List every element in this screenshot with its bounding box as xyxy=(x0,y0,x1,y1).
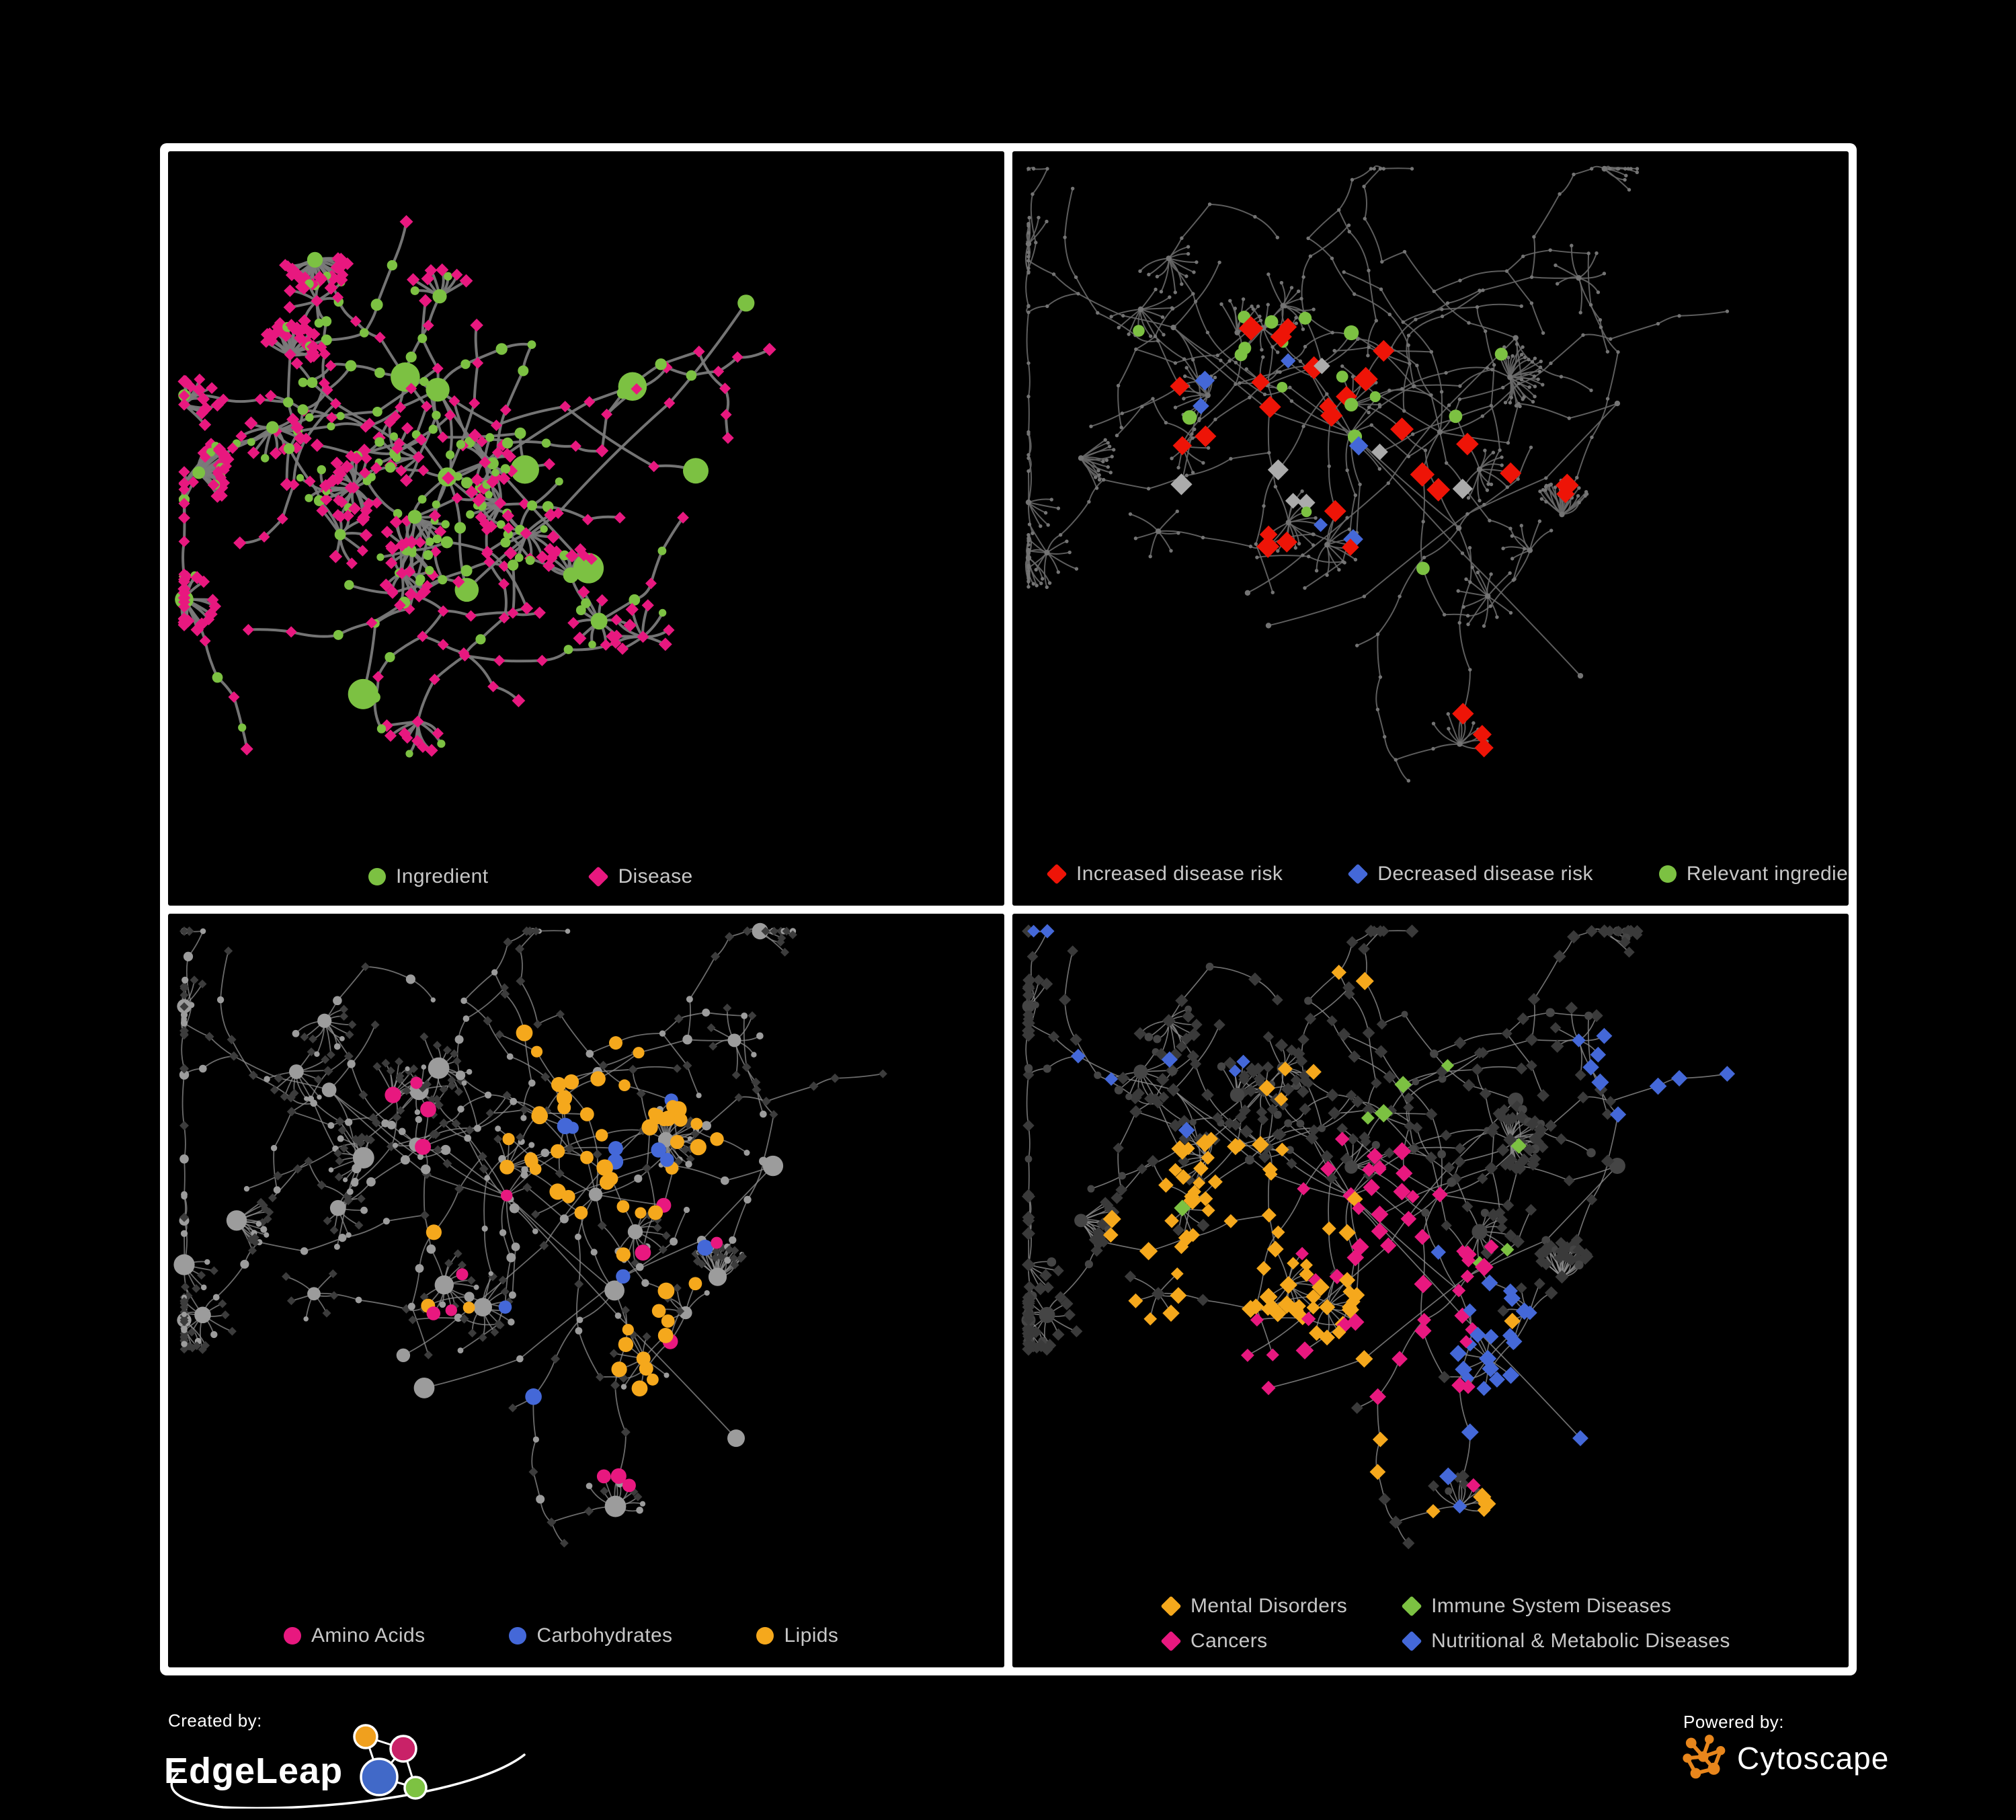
legend-item-relevant-ingredient: Relevant ingredient xyxy=(1658,862,1849,885)
decreased-risk-marker-icon xyxy=(1347,863,1369,885)
panel-ingredient-disease: Ingredient Disease xyxy=(168,151,1004,906)
legend-nutrient-classes: Amino Acids Carbohydrates Lipids xyxy=(168,1624,1004,1647)
panel-grid: Ingredient Disease Increased disease ris… xyxy=(160,143,1857,1675)
legend-label-increased-risk: Increased disease risk xyxy=(1076,862,1283,885)
legend-label-cancers: Cancers xyxy=(1191,1630,1268,1652)
cytoscape-logo-icon xyxy=(1683,1735,1726,1779)
legend-label-relevant-ingredient: Relevant ingredient xyxy=(1686,862,1849,885)
powered-by-label: Powered by: xyxy=(1683,1712,1785,1732)
legend-label-carbohydrates: Carbohydrates xyxy=(536,1624,673,1647)
immune-diseases-marker-icon xyxy=(1401,1595,1422,1617)
nutritional-metabolic-marker-icon xyxy=(1401,1630,1422,1652)
increased-risk-marker-icon xyxy=(1046,863,1067,885)
legend-label-amino-acids: Amino Acids xyxy=(311,1624,426,1647)
legend-label-nutritional-metabolic: Nutritional & Metabolic Diseases xyxy=(1431,1630,1730,1652)
legend-label-decreased-risk: Decreased disease risk xyxy=(1377,862,1593,885)
cancers-marker-icon xyxy=(1160,1630,1182,1652)
disease-classes-network xyxy=(1021,923,1736,1549)
edgeleap-lockup: EdgeLeap xyxy=(164,1724,567,1809)
legend-disease-classes: Mental Disorders Immune System Diseases … xyxy=(1012,1595,1849,1653)
lipids-marker-icon xyxy=(756,1627,774,1645)
legend-item-carbohydrates: Carbohydrates xyxy=(509,1624,672,1647)
legend-item-cancers: Cancers xyxy=(1160,1630,1347,1653)
panel-disease-risk: Increased disease risk Decreased disease… xyxy=(1012,151,1849,906)
legend-item-lipids: Lipids xyxy=(756,1624,838,1647)
ingredient-marker-icon xyxy=(368,867,386,885)
legend-item-amino-acids: Amino Acids xyxy=(284,1624,425,1647)
legend-item-increased-risk: Increased disease risk xyxy=(1046,862,1283,885)
carbohydrates-marker-icon xyxy=(509,1627,527,1645)
legend-label-disease: Disease xyxy=(618,865,693,887)
panel-disease-classes: Mental Disorders Immune System Diseases … xyxy=(1012,913,1849,1667)
mental-disorders-marker-icon xyxy=(1160,1595,1182,1617)
legend-label-immune-diseases: Immune System Diseases xyxy=(1431,1595,1672,1617)
legend-disease-risk: Increased disease risk Decreased disease… xyxy=(1012,863,1849,885)
legend-item-nutritional-metabolic: Nutritional & Metabolic Diseases xyxy=(1401,1630,1730,1653)
disease-marker-icon xyxy=(588,865,609,887)
legend-label-lipids: Lipids xyxy=(784,1624,839,1647)
relevant-ingredient-marker-icon xyxy=(1658,865,1677,883)
legend-item-disease: Disease xyxy=(588,865,693,888)
created-by-label: Created by: xyxy=(168,1710,262,1731)
legend-item-immune-diseases: Immune System Diseases xyxy=(1401,1595,1730,1618)
cytoscape-lockup: Cytoscape xyxy=(1679,1734,1962,1782)
legend-label-ingredient: Ingredient xyxy=(396,865,489,887)
panel-nutrient-classes: Amino Acids Carbohydrates Lipids xyxy=(168,913,1004,1667)
ingredient-disease-network xyxy=(175,214,776,758)
edgeleap-logo-icon xyxy=(353,1724,428,1800)
disease-risk-network xyxy=(1024,165,1730,783)
cytoscape-branding: Powered by: Cytoscape xyxy=(1679,1712,1962,1782)
edgeleap-logo-text: EdgeLeap xyxy=(164,1751,344,1791)
legend-item-mental-disorders: Mental Disorders xyxy=(1160,1595,1348,1618)
nutrient-classes-network xyxy=(173,922,887,1548)
edgeleap-swoosh-icon xyxy=(170,1753,526,1809)
edgeleap-branding: Created by: EdgeLeap xyxy=(164,1710,567,1809)
legend-label-mental-disorders: Mental Disorders xyxy=(1191,1595,1348,1617)
cytoscape-logo-text: Cytoscape xyxy=(1737,1741,1890,1776)
legend-item-decreased-risk: Decreased disease risk xyxy=(1347,862,1593,885)
legend-ingredient-disease: Ingredient Disease xyxy=(168,865,1004,888)
legend-item-ingredient: Ingredient xyxy=(368,865,488,888)
amino-acids-marker-icon xyxy=(284,1627,301,1645)
